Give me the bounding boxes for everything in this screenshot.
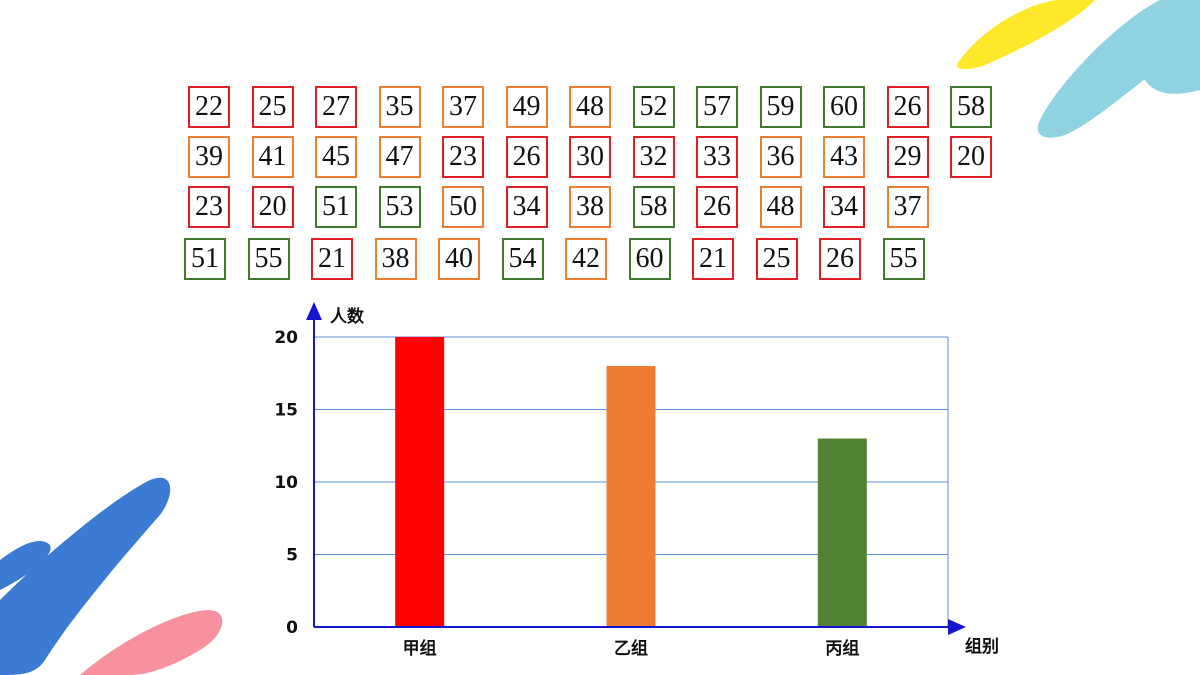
number-card: 23 <box>442 136 484 178</box>
y-tick-label: 15 <box>274 401 298 421</box>
number-card: 55 <box>882 238 925 280</box>
number-card: 58 <box>632 186 675 228</box>
number-card: 30 <box>569 136 611 178</box>
number-card: 42 <box>565 238 607 280</box>
number-card: 38 <box>569 186 611 228</box>
cyan-stroke <box>1037 0 1200 138</box>
number-card: 34 <box>505 186 548 228</box>
number-card: 26 <box>886 86 929 128</box>
number-card: 58 <box>950 86 992 128</box>
number-card: 51 <box>315 186 357 228</box>
number-card: 26 <box>505 136 548 178</box>
number-card: 59 <box>759 86 802 128</box>
number-card: 43 <box>823 136 865 178</box>
number-card: 41 <box>251 136 294 178</box>
blue-stroke-2 <box>0 540 51 590</box>
labels: 0 5 10 15 20 甲组 乙组 丙组 <box>274 328 859 659</box>
number-card: 25 <box>755 238 798 280</box>
number-card: 32 <box>632 136 675 178</box>
number-card: 20 <box>251 186 294 228</box>
y-tick-label: 5 <box>286 546 298 566</box>
number-card: 38 <box>374 238 417 280</box>
number-card: 20 <box>950 136 992 178</box>
number-card: 25 <box>251 86 294 128</box>
number-card: 52 <box>632 86 675 128</box>
axes <box>306 302 966 635</box>
y-tick-label: 10 <box>274 473 298 493</box>
number-card: 35 <box>378 86 421 128</box>
number-card: 49 <box>505 86 548 128</box>
x-axis-label: 组别 <box>965 636 999 657</box>
bar <box>606 366 656 627</box>
number-card: 53 <box>378 186 421 228</box>
number-card: 54 <box>501 238 544 280</box>
cyan-stroke-2 <box>1140 30 1200 94</box>
number-card: 47 <box>378 136 421 178</box>
number-card: 21 <box>692 238 734 280</box>
number-card: 45 <box>315 136 357 178</box>
number-card: 27 <box>315 86 357 128</box>
number-card: 33 <box>696 136 738 178</box>
number-card: 60 <box>628 238 671 280</box>
number-card: 48 <box>569 86 611 128</box>
number-card: 29 <box>886 136 929 178</box>
x-tick-label: 乙组 <box>614 638 648 659</box>
blue-stroke <box>0 477 171 675</box>
number-card: 60 <box>823 86 865 128</box>
number-card: 37 <box>886 186 929 228</box>
yellow-stroke-2 <box>1030 0 1090 25</box>
number-card: 51 <box>184 238 226 280</box>
number-card: 22 <box>188 86 230 128</box>
y-tick-label: 20 <box>274 328 298 348</box>
y-tick-label: 0 <box>286 618 298 638</box>
x-tick-label: 丙组 <box>825 638 859 659</box>
number-card: 26 <box>696 186 738 228</box>
x-tick-label: 甲组 <box>403 638 437 659</box>
pink-stroke <box>80 610 223 675</box>
bar <box>817 438 867 627</box>
bars <box>395 337 867 627</box>
y-axis-label: 人数 <box>330 306 365 327</box>
number-card: 34 <box>823 186 865 228</box>
number-card: 21 <box>311 238 353 280</box>
number-card: 23 <box>188 186 230 228</box>
number-card: 48 <box>759 186 802 228</box>
number-card: 40 <box>438 238 480 280</box>
number-card: 36 <box>759 136 802 178</box>
number-card: 26 <box>819 238 861 280</box>
number-card: 39 <box>188 136 230 178</box>
number-card: 57 <box>696 86 738 128</box>
bar <box>395 337 445 627</box>
number-card: 37 <box>442 86 484 128</box>
number-card: 50 <box>442 186 484 228</box>
number-card: 55 <box>247 238 290 280</box>
